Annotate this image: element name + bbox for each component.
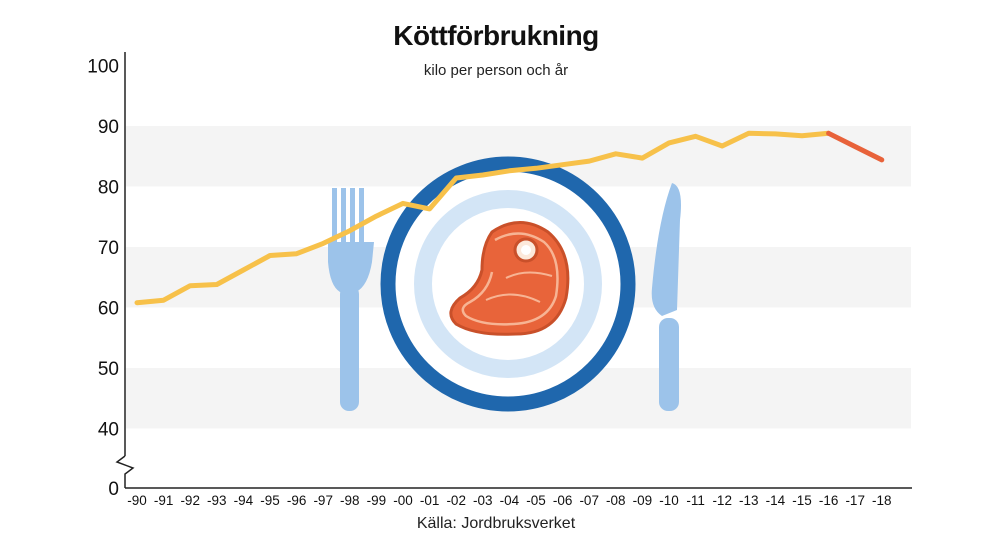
x-tick-label: -02 [446, 493, 466, 508]
x-tick-label: -94 [234, 493, 254, 508]
x-tick-label: -10 [659, 493, 679, 508]
y-tick-label: 50 [98, 359, 119, 380]
x-tick-label: -07 [579, 493, 599, 508]
x-tick-label: -05 [526, 493, 546, 508]
x-tick-label: -13 [739, 493, 759, 508]
x-tick-label: -06 [553, 493, 573, 508]
x-tick-label: -00 [393, 493, 413, 508]
y-tick-label: 100 [87, 57, 119, 78]
y-tick-label: 60 [98, 299, 119, 320]
x-tick-label: -01 [420, 493, 440, 508]
x-tick-label: -96 [287, 493, 307, 508]
background-bands [126, 126, 911, 429]
y-tick-label: 70 [98, 238, 119, 259]
y-tick-label: 40 [98, 420, 119, 441]
x-tick-label: -90 [127, 493, 147, 508]
chart-title: Köttförbrukning [393, 20, 599, 51]
x-tick-label: -92 [180, 493, 200, 508]
x-tick-label: -03 [473, 493, 493, 508]
x-tick-label: -17 [845, 493, 865, 508]
x-tick-label: -11 [686, 493, 705, 508]
knife-icon [651, 183, 681, 411]
x-tick-label: -16 [819, 493, 839, 508]
y-tick-label: 0 [108, 479, 119, 500]
x-tick-label: -09 [633, 493, 653, 508]
x-tick-label: -99 [367, 493, 387, 508]
source-note: Källa: Jordbruksverket [416, 515, 576, 532]
x-tick-label: -97 [313, 493, 333, 508]
x-tick-label: -98 [340, 493, 360, 508]
x-tick-label: -93 [207, 493, 227, 508]
x-tick-label: -95 [260, 493, 280, 508]
x-ticks: -90 -91 -92 -93 -94 -95 -96 -97 -98 -99 -00 -01 -02-… [127, 493, 891, 508]
chart-subtitle: kilo per person och år [423, 62, 569, 79]
axis-break [115, 455, 135, 488]
plate-illustration [328, 156, 681, 412]
x-tick-label: -15 [792, 493, 812, 508]
x-tick-label: -04 [500, 493, 520, 508]
x-tick-label: -91 [154, 493, 174, 508]
y-tick-label: 90 [98, 117, 119, 138]
x-tick-label: -14 [766, 493, 786, 508]
consumption-line [134, 130, 832, 306]
x-tick-label: -12 [712, 493, 732, 508]
consumption-line-highlight [826, 130, 885, 163]
y-ticks: 0 40 50 60 70 80 90 100 [87, 57, 119, 501]
x-tick-label: -18 [872, 493, 892, 508]
y-tick-label: 80 [98, 178, 119, 199]
x-tick-label: -08 [606, 493, 626, 508]
steak-icon [449, 221, 570, 336]
